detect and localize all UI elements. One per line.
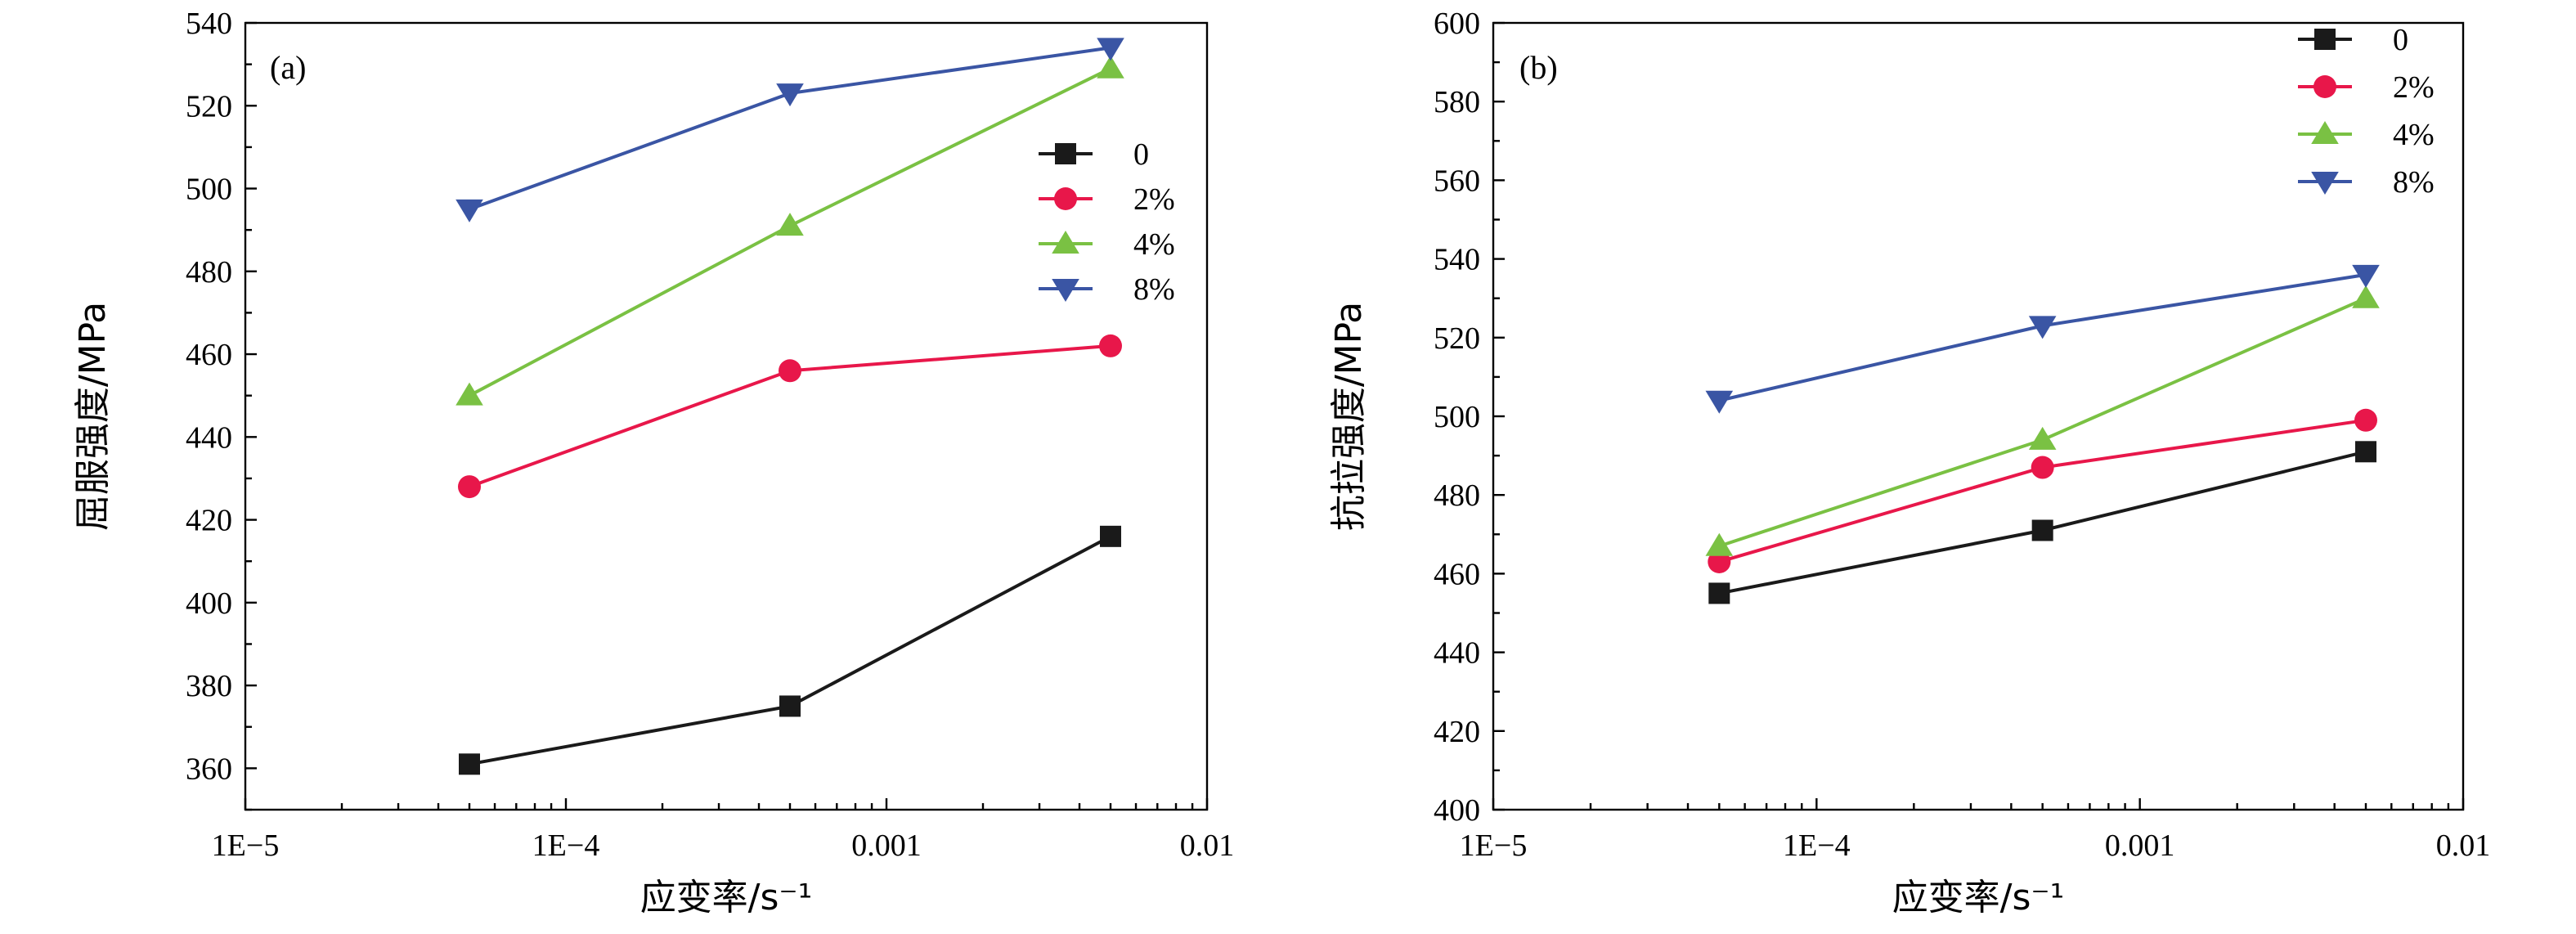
- x-axis-title: 应变率/s⁻¹: [640, 877, 813, 918]
- chart-panel-a: 360 380 400 420 440 460 480 500 520 540 1E−5 1E−4 0.…: [72, 7, 1234, 918]
- data-point: [1705, 390, 1734, 414]
- y-tick-label: 460: [186, 338, 232, 372]
- y-axis-title: 抗拉强度/MPa: [1328, 302, 1370, 531]
- data-point: [2354, 408, 2377, 432]
- y-tick-label: 580: [1434, 85, 1480, 119]
- y-tick-label: 540: [186, 7, 232, 41]
- series-3: [456, 38, 1124, 222]
- x-tick-label: 1E−5: [212, 828, 280, 863]
- legend-item: 2%: [1039, 182, 1175, 217]
- y-tick-label: 400: [1434, 793, 1480, 828]
- data-point: [458, 753, 480, 775]
- y-tick-label: 560: [1434, 164, 1480, 198]
- legend-label: 0: [2393, 23, 2408, 57]
- data-point: [2028, 316, 2057, 339]
- legend-marker: [1052, 279, 1079, 302]
- y-tick-label: 420: [186, 504, 232, 538]
- data-point: [1097, 38, 1124, 61]
- data-point: [2352, 285, 2380, 308]
- legend-item: 4%: [1039, 227, 1175, 262]
- series-line: [469, 535, 1111, 766]
- series-0: [1708, 441, 2376, 604]
- legend-marker: [2311, 172, 2339, 195]
- data-point: [779, 695, 801, 717]
- legend-marker: [2314, 29, 2336, 50]
- series-2: [456, 55, 1124, 406]
- y-tick-label: 520: [1434, 321, 1480, 356]
- legend-marker: [2313, 75, 2336, 98]
- legend-label: 8%: [2393, 165, 2435, 200]
- y-tick-label: 500: [186, 173, 232, 207]
- x-tick-label: 0.01: [1180, 828, 1235, 863]
- legend: 0 2% 4% 8%: [1039, 137, 1175, 307]
- legend-marker: [1052, 231, 1079, 254]
- y-tick-label: 460: [1434, 557, 1480, 591]
- legend-label: 2%: [1133, 182, 1175, 217]
- legend-label: 0: [1133, 137, 1149, 172]
- x-tick-label: 1E−4: [1783, 828, 1851, 863]
- y-axis-title: 屈服强度/MPa: [72, 302, 114, 531]
- legend-item: 8%: [1039, 272, 1175, 307]
- series-1: [1708, 408, 2377, 573]
- legend-label: 4%: [1133, 227, 1175, 262]
- y-tick-label: 500: [1434, 400, 1480, 434]
- plot-frame: [244, 21, 1209, 811]
- data-point: [1705, 532, 1734, 556]
- y-tick-label: 440: [186, 420, 232, 455]
- data-point: [2028, 426, 2057, 450]
- y-tick-label: 400: [186, 586, 232, 621]
- legend-label: 2%: [2393, 70, 2435, 105]
- data-point: [456, 382, 483, 406]
- data-point: [456, 199, 483, 222]
- data-point: [457, 475, 481, 499]
- panel-label: (a): [270, 49, 306, 86]
- data-point: [2352, 264, 2380, 288]
- series-0: [458, 525, 1121, 775]
- data-point: [1099, 525, 1121, 547]
- y-tick-label: 540: [1434, 243, 1480, 277]
- y-tick-label: 480: [186, 255, 232, 290]
- series-2: [1705, 285, 2380, 556]
- y-tick-label: 480: [1434, 478, 1480, 513]
- data-point: [1708, 582, 1730, 604]
- y-tick-label: 360: [186, 752, 232, 786]
- series-1: [457, 334, 1122, 499]
- legend-label: 4%: [2393, 118, 2435, 152]
- series-line: [469, 46, 1111, 211]
- legend-item: 8%: [2298, 165, 2435, 200]
- x-tick-label: 0.001: [2105, 828, 2175, 863]
- panel-label: (b): [1519, 49, 1558, 86]
- legend-marker: [1054, 187, 1077, 210]
- data-point: [776, 213, 804, 236]
- series-3: [1705, 264, 2380, 414]
- legend: 0 2% 4% 8%: [2298, 23, 2435, 200]
- data-point: [1097, 55, 1124, 79]
- x-tick-label: 1E−4: [532, 828, 600, 863]
- legend-marker: [2311, 121, 2339, 144]
- y-tick-label: 420: [1434, 715, 1480, 749]
- legend-item: 2%: [2298, 70, 2435, 105]
- data-point: [2031, 456, 2054, 479]
- x-axis-title: 应变率/s⁻¹: [1892, 877, 2065, 918]
- x-tick-label: 1E−5: [1460, 828, 1528, 863]
- data-point: [2354, 441, 2376, 463]
- data-point: [1098, 334, 1122, 357]
- legend-item: 4%: [2298, 118, 2435, 152]
- chart-panel-b: 400 420 440 460 480 500 520 540 560 580 600 1E−5 1E−…: [1328, 7, 2490, 918]
- x-tick-label: 0.01: [2436, 828, 2491, 863]
- legend-label: 8%: [1133, 272, 1175, 307]
- legend-marker: [1055, 143, 1076, 164]
- data-point: [776, 83, 804, 107]
- y-tick-label: 440: [1434, 636, 1480, 671]
- y-tick-label: 380: [186, 669, 232, 703]
- data-point: [2031, 519, 2053, 541]
- data-point: [1708, 550, 1731, 573]
- y-tick-label: 520: [186, 89, 232, 123]
- legend-item: 0: [2298, 23, 2408, 57]
- x-tick-label: 0.001: [851, 828, 922, 863]
- data-point: [778, 359, 801, 383]
- y-tick-label: 600: [1434, 7, 1480, 41]
- legend-item: 0: [1039, 137, 1149, 172]
